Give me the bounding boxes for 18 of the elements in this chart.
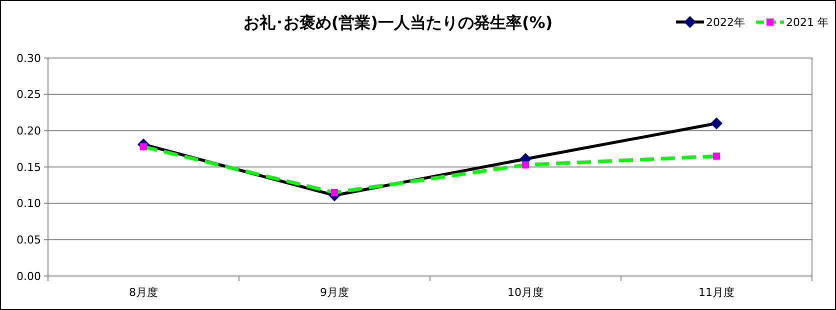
point [331, 188, 338, 196]
y-tick-label: 0.05 [16, 234, 41, 247]
point [710, 117, 722, 130]
chart-title: お礼･お褒め(営業)一人当たりの発生率(%) [243, 13, 553, 32]
y-tick-label: 0.15 [16, 160, 41, 174]
legend-label: 2022年 [706, 16, 745, 29]
y-tick-label: 0.00 [16, 270, 41, 283]
x-tick-label: 9月度 [320, 286, 349, 299]
y-tick-label: 0.25 [16, 88, 41, 102]
x-tick-label: 11月度 [698, 286, 734, 299]
legend-label: 2021 年 [786, 16, 828, 29]
x-tick-label: 8月度 [129, 286, 158, 299]
y-tick-label: 0.10 [16, 197, 41, 210]
point [713, 152, 720, 160]
x-tick-label: 10月度 [508, 286, 544, 299]
y-tick-label: 0.20 [16, 124, 41, 138]
point [522, 161, 529, 168]
y-tick-label: 0.30 [16, 52, 41, 65]
